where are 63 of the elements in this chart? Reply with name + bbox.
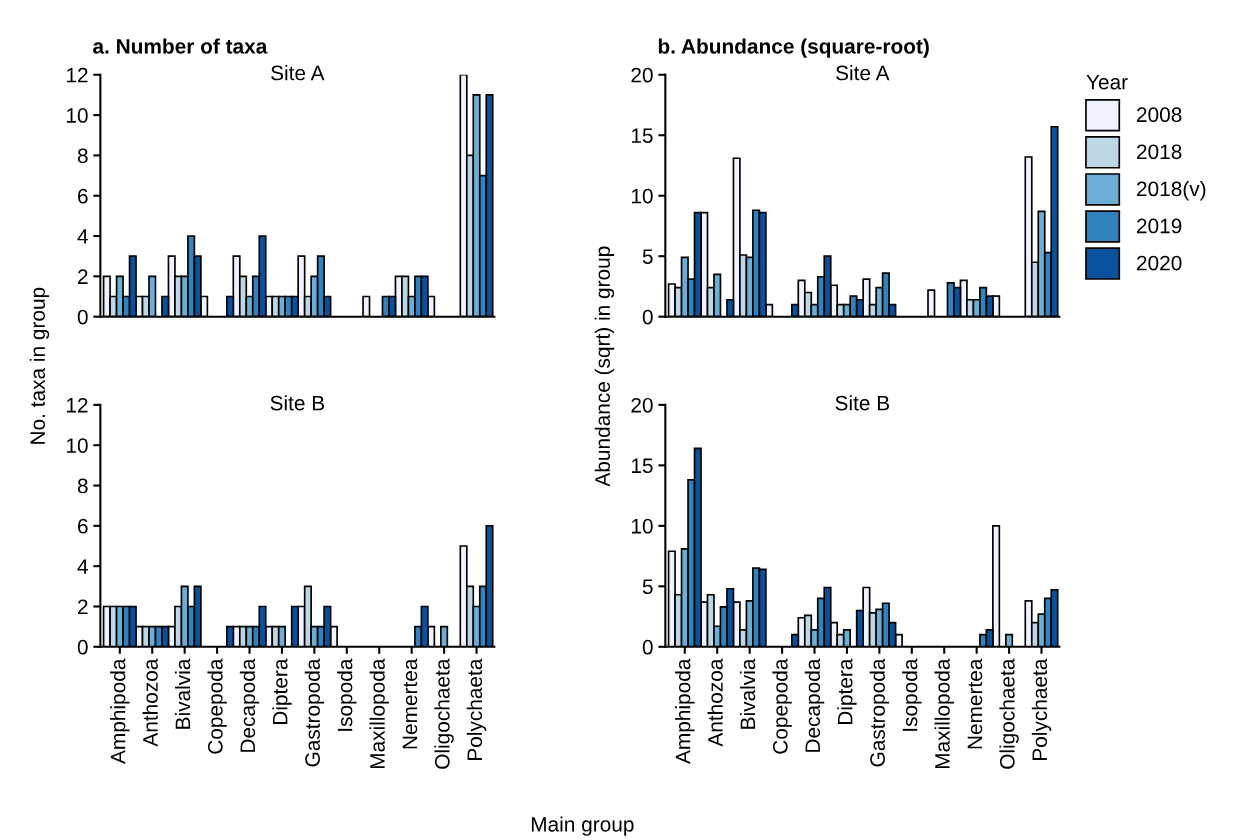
x-tick-label: Bivalvia bbox=[739, 658, 756, 729]
y-tick-label: 4 bbox=[77, 229, 88, 244]
x-tick-label: Polychaeta bbox=[466, 658, 487, 760]
legend-label: 2008 bbox=[1137, 107, 1182, 123]
y-tick-label: 2 bbox=[78, 269, 88, 284]
y-tick-label: 0 bbox=[642, 309, 653, 325]
y-tick-label: 5 bbox=[642, 249, 653, 264]
x-tick-label: Oligochaeta bbox=[434, 658, 454, 769]
legend-label: 2018 bbox=[1137, 144, 1182, 160]
y-tick-label: 4 bbox=[77, 559, 88, 574]
y-tick-label: 0 bbox=[77, 639, 88, 655]
y-tick-label: 10 bbox=[631, 188, 653, 204]
y-tick-label: 6 bbox=[78, 518, 88, 534]
chart-title: Site B bbox=[835, 395, 890, 411]
x-tick-label: Copepoda bbox=[772, 658, 792, 754]
chart-title: Site B bbox=[270, 395, 325, 411]
y-axis-title: No. taxa in group bbox=[29, 287, 50, 444]
y-tick-label: 10 bbox=[631, 518, 653, 534]
y-tick-label: 8 bbox=[77, 478, 88, 494]
x-tick-label: Decapoda bbox=[804, 658, 825, 752]
y-axis-title: Abundance (sqrt) in group bbox=[594, 246, 615, 487]
x-tick-label: Gastropoda bbox=[869, 658, 890, 767]
y-tick-label: 2 bbox=[78, 599, 88, 615]
legend-label: 2018(v) bbox=[1137, 180, 1206, 201]
x-tick-label: Isopoda bbox=[902, 658, 922, 731]
x-tick-label: Polychaeta bbox=[1031, 658, 1052, 760]
y-tick-label: 20 bbox=[631, 397, 653, 413]
chart-title: b. Abundance (square-root) bbox=[658, 38, 929, 58]
y-tick-label: 10 bbox=[66, 108, 88, 123]
legend-label: 2020 bbox=[1137, 255, 1182, 271]
legend-title: Year bbox=[1086, 74, 1128, 90]
y-tick-label: 0 bbox=[642, 639, 653, 655]
y-tick-label: 8 bbox=[77, 148, 88, 164]
chart-subtitle: Site A bbox=[271, 65, 325, 81]
x-tick-label: Isopoda bbox=[337, 658, 357, 731]
y-tick-label: 5 bbox=[642, 579, 653, 595]
y-tick-label: 0 bbox=[77, 309, 88, 325]
x-tick-label: Amphipoda bbox=[110, 658, 130, 764]
x-tick-label: Decapoda bbox=[239, 658, 260, 752]
x-tick-label: Gastropoda bbox=[304, 658, 325, 767]
x-tick-label: Oligochaeta bbox=[999, 658, 1019, 769]
y-tick-label: 10 bbox=[66, 438, 88, 453]
x-tick-label: Copepoda bbox=[207, 658, 227, 754]
y-tick-label: 15 bbox=[631, 128, 653, 143]
x-tick-label: Amphipoda bbox=[675, 658, 695, 764]
chart-title: a. Number of taxa bbox=[93, 38, 268, 54]
chart-subtitle: Site A bbox=[836, 65, 890, 81]
x-tick-label: Bivalvia bbox=[174, 658, 191, 729]
y-tick-label: 20 bbox=[631, 67, 653, 83]
x-tick-label: Anthozoa bbox=[142, 658, 158, 747]
x-axis-title: Main group bbox=[531, 816, 634, 836]
y-tick-label: 6 bbox=[78, 188, 88, 204]
x-tick-label: Nemertea bbox=[402, 658, 418, 749]
x-tick-label: Maxillopoda bbox=[369, 658, 389, 769]
y-tick-label: 12 bbox=[66, 397, 88, 413]
x-tick-label: Diptera bbox=[837, 658, 857, 725]
y-tick-label: 12 bbox=[66, 67, 88, 83]
x-tick-label: Nemertea bbox=[967, 658, 983, 749]
legend-label: 2019 bbox=[1137, 218, 1182, 234]
x-tick-label: Diptera bbox=[272, 658, 292, 725]
x-tick-label: Anthozoa bbox=[707, 658, 723, 747]
y-tick-label: 15 bbox=[631, 458, 653, 474]
x-tick-label: Maxillopoda bbox=[934, 658, 954, 769]
